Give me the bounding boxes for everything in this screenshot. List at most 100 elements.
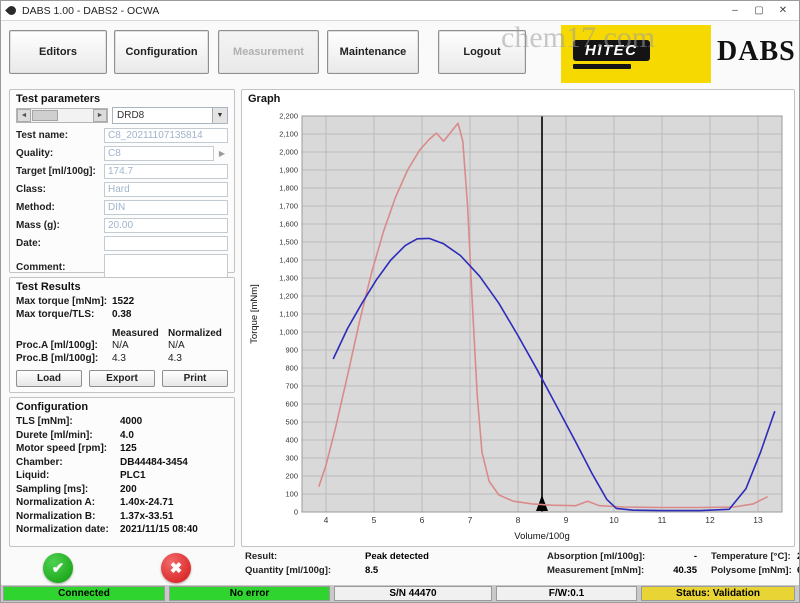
proc-b-label: Proc.B [ml/100g]: [16,353,99,364]
config-row-tls: TLS [mNm]: 4000 [10,415,234,429]
test-selector-row: ◄ ► DRD8 ▼ [10,107,234,124]
minimize-icon[interactable]: – [732,5,738,16]
tls-label: TLS [mNm]: [16,416,73,428]
test-results-title: Test Results [16,281,81,293]
status-no-error: No error [169,586,330,601]
scroll-left-icon[interactable]: ◄ [17,109,31,122]
summary-row-1: Result: Peak detected Absorption [ml/100… [245,551,799,562]
test-parameters-title: Test parameters [16,93,101,105]
graph-title: Graph [248,93,281,105]
maintenance-button[interactable]: Maintenance [327,30,419,74]
date-input[interactable] [104,236,228,251]
test-parameters-panel: Test parameters ◄ ► DRD8 ▼ Test name: Qu… [9,89,235,280]
proc-a-normalized: N/A [168,340,185,351]
test-combobox[interactable]: DRD8 ▼ [112,107,228,124]
test-select-scrollbar[interactable]: ◄ ► [16,108,108,123]
polysome-value: 612.12 [797,565,799,576]
measured-column-header: Measured [112,328,159,339]
export-button[interactable]: Export [89,370,155,387]
mass-input[interactable] [104,218,228,233]
result-value: Peak detected [365,551,429,562]
maximize-icon[interactable]: ▢ [754,5,764,16]
max-torque-row: Max torque [mNm]: 1522 [10,295,234,308]
quality-input[interactable] [104,146,214,161]
statusbar: Connected No error S/N 44470 F/W:0.1 Sta… [1,585,799,602]
load-button[interactable]: Load [16,370,82,387]
quality-label: Quality: [16,148,54,159]
comment-label: Comment: [16,261,66,273]
titlebar: DABS 1.00 - DABS2 - OCWA – ▢ ✕ [1,1,799,21]
error-indicator[interactable]: ✖ [161,553,191,583]
scroll-right-icon[interactable]: ► [93,109,107,122]
normalization-a-label: Normalization A: [16,497,96,509]
svg-text:Volume/100g: Volume/100g [514,531,569,542]
config-row-normalization-date: Normalization date: 2021/11/15 08:40 [10,523,234,537]
normalized-column-header: Normalized [168,328,222,339]
max-torque-label: Max torque [mNm]: [16,296,108,307]
test-name-input[interactable] [104,128,228,143]
normalization-b-value: 1.37x-33.51 [120,510,174,522]
svg-text:1,400: 1,400 [279,256,298,265]
results-column-headers: Measured Normalized [10,325,234,339]
svg-text:2,100: 2,100 [279,130,298,139]
summary-row-2: Quantity [ml/100g]: 8.5 Measurement [mNm… [245,565,799,576]
config-row-sampling: Sampling [ms]: 200 [10,483,234,497]
field-row-class: Class: [10,182,234,197]
svg-text:10: 10 [609,515,619,525]
configuration-button[interactable]: Configuration [114,30,209,74]
max-torque-tls-value: 0.38 [112,309,132,320]
proc-a-measured: N/A [112,340,129,351]
result-label: Result: [245,551,278,562]
graph-panel: Graph 0 100 200 300 400 500 600 700 800 900 1,000 1… [241,89,795,547]
scrollbar-thumb[interactable] [32,110,58,121]
print-button[interactable]: Print [162,370,228,387]
sampling-value: 200 [120,483,137,495]
close-icon[interactable]: ✕ [778,5,788,16]
max-torque-tls-row: Max torque/TLS: 0.38 [10,308,234,321]
chamber-value: DB44484-3454 [120,456,188,468]
hitec-logo: HITEC [561,25,711,83]
config-row-liquid: Liquid: PLC1 [10,469,234,483]
measurement-label: Measurement [mNm]: [547,565,645,576]
field-row-date: Date: [10,236,234,251]
svg-text:1,000: 1,000 [279,328,298,337]
test-combobox-value: DRD8 [117,110,145,121]
proc-b-row: Proc.B [ml/100g]: 4.3 4.3 [10,352,234,365]
status-serial: S/N 44470 [334,586,492,601]
tls-value: 4000 [120,416,143,428]
measurement-value: 40.35 [673,565,697,576]
svg-text:5: 5 [372,515,377,525]
durete-value: 4.0 [120,429,134,441]
class-input[interactable] [104,182,228,197]
logout-button[interactable]: Logout [438,30,526,74]
svg-text:700: 700 [285,382,298,391]
field-row-target: Target [ml/100g]: [10,164,234,179]
svg-text:6: 6 [420,515,425,525]
torque-chart: 0 100 200 300 400 500 600 700 800 900 1,000 1,100 1,… [249,112,783,542]
window-title: DABS 1.00 - DABS2 - OCWA [22,4,160,17]
method-input[interactable] [104,200,228,215]
normalization-b-label: Normalization B: [16,510,96,522]
field-row-quality: Quality: ▶ [10,146,234,161]
field-row-test-name: Test name: [10,128,234,143]
config-row-normalization-a: Normalization A: 1.40x-24.71 [10,496,234,510]
chevron-down-icon[interactable]: ▼ [212,108,227,123]
hitec-subtext-bar [573,63,631,69]
window-controls: – ▢ ✕ [723,3,795,19]
svg-text:2,000: 2,000 [279,148,298,157]
svg-text:1,800: 1,800 [279,184,298,193]
svg-text:200: 200 [285,472,298,481]
check-icon: ✔ [51,560,65,577]
quality-next-icon[interactable]: ▶ [218,149,226,158]
cross-icon: ✖ [169,560,183,577]
svg-text:1,500: 1,500 [279,238,298,247]
editors-button[interactable]: Editors [9,30,107,74]
target-input[interactable] [104,164,228,179]
svg-text:11: 11 [658,515,667,525]
ok-indicator[interactable]: ✔ [43,553,73,583]
status-connected: Connected [3,586,165,601]
dabs-wordmark: DABS [717,36,796,67]
mass-label: Mass (g): [16,220,60,231]
scrollbar-track[interactable] [31,109,93,122]
